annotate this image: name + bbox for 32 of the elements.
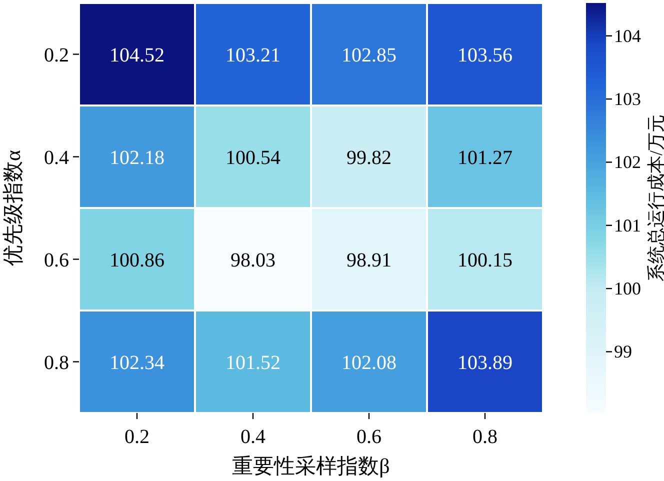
x-tick-label: 0.4 [240, 426, 266, 448]
data-label: 99.82 [346, 146, 392, 169]
y-tick-label: 0.8 [44, 352, 69, 374]
data-label: 104.52 [110, 44, 164, 66]
y-tick-label: 0.2 [44, 44, 69, 66]
data-label: 102.85 [342, 44, 396, 66]
color-bar-label: 101 [614, 215, 641, 236]
data-label: 100.86 [110, 249, 164, 272]
data-label: 101.52 [226, 352, 280, 374]
y-axis-title: 优先级指数α [1, 150, 25, 266]
data-label: 103.56 [458, 44, 512, 66]
y-tick-label: 0.6 [44, 249, 69, 272]
x-tick-label: 0.8 [472, 426, 498, 448]
data-label: 102.18 [110, 146, 164, 169]
color-bar-label: 104 [614, 26, 641, 46]
color-bar-label: 102 [614, 152, 641, 172]
y-tick-label: 0.4 [44, 146, 69, 169]
data-label: 102.34 [110, 352, 164, 374]
data-label: 102.08 [342, 352, 396, 374]
data-label: 101.27 [458, 146, 512, 169]
data-label: 98.91 [346, 249, 392, 272]
data-label: 103.89 [458, 352, 512, 374]
color-bar-label: 100 [614, 278, 641, 299]
data-label: 98.03 [230, 249, 276, 272]
data-label: 100.15 [458, 249, 512, 272]
color-bar-label: 103 [614, 89, 641, 110]
data-label: 103.21 [226, 44, 280, 66]
data-label: 100.54 [226, 146, 280, 169]
x-tick-label: 0.2 [124, 426, 150, 448]
color-bar-label: 99 [614, 342, 632, 362]
x-axis-title: 重要性采样指数β [232, 454, 390, 478]
x-tick-label: 0.6 [356, 426, 382, 448]
